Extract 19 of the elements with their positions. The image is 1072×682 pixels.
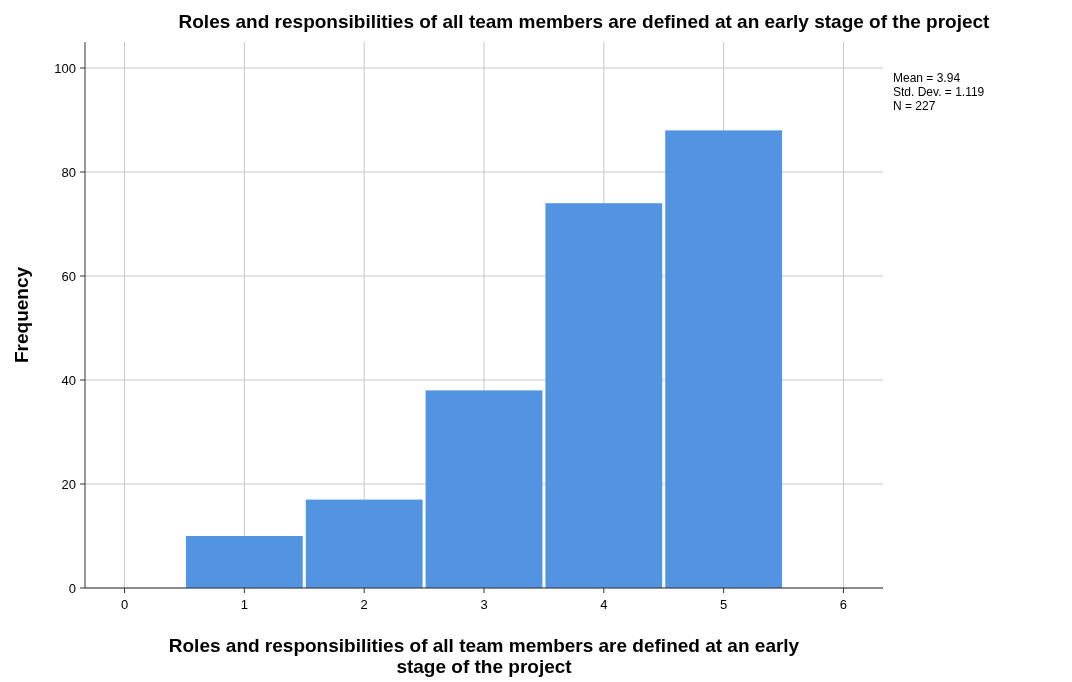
y-axis-title: Frequency [11,266,32,364]
text: Std. Dev. = 1.119 [893,85,985,99]
y-tick-label: 80 [61,164,76,180]
x-tick-label: 0 [120,597,129,612]
chart-title: Roles and responsibilities of all team members are defined at an early stage of the project [178,11,991,32]
x-tick-label: 4 [600,597,608,612]
x-tick-label: 1 [240,597,248,612]
x-tick-label: 5 [720,597,728,612]
text: Mean = 3.94 [893,71,961,85]
x-tick-label: 3 [480,597,488,612]
x-tick-label: 6 [839,597,848,612]
x-axis-title: Roles and responsibilities of all team members are defined at an early stage of the project [168,635,800,677]
y-tick-label: 20 [61,476,76,492]
x-tick-label: 2 [360,597,368,612]
text: N = 227 [893,99,936,113]
y-tick-label: 40 [61,372,76,388]
y-tick-label: 60 [61,268,76,284]
y-tick-label: 100 [54,60,76,76]
y-tick-label: 0 [68,580,76,596]
